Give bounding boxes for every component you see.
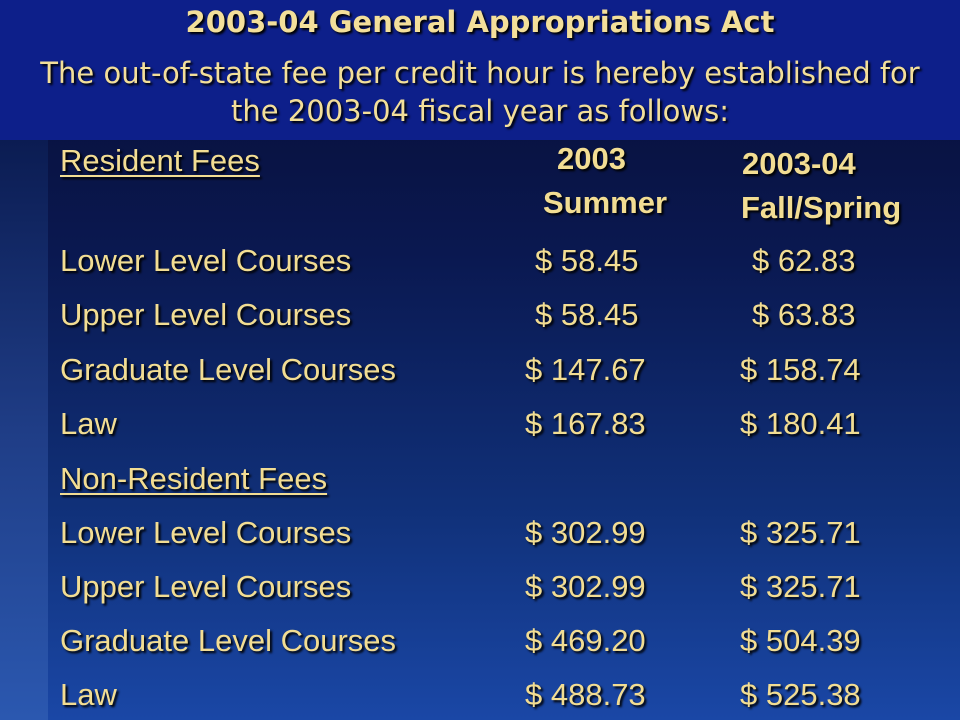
nonresident-row-summer-fee: $ 488.73 <box>525 677 646 712</box>
resident-row-fallspring-fee: $ 180.41 <box>740 406 861 441</box>
nonresident-row-fallspring-fee: $ 325.71 <box>740 569 861 604</box>
slide-subtitle: The out-of-state fee per credit hour is … <box>40 56 920 128</box>
slide-header: 2003-04 General Appropriations Act The o… <box>0 0 960 140</box>
resident-row-fallspring-fee: $ 62.83 <box>752 243 856 278</box>
resident-row-label: Lower Level Courses <box>60 243 352 278</box>
resident-row-summer-fee: $ 167.83 <box>525 406 646 441</box>
resident-row-summer-fee: $ 58.45 <box>535 297 639 332</box>
nonresident-row-summer-fee: $ 302.99 <box>525 569 646 604</box>
nonresident-row-summer-fee: $ 469.20 <box>525 623 646 658</box>
summer-col-header-term: Summer <box>543 185 668 220</box>
nonresident-row-label: Lower Level Courses <box>60 515 352 550</box>
summer-col-header-year: 2003 <box>557 141 626 176</box>
resident-row-fallspring-fee: $ 158.74 <box>740 352 861 387</box>
nonresident-row-label: Upper Level Courses <box>60 569 352 604</box>
resident-row-summer-fee: $ 147.67 <box>525 352 646 387</box>
resident-row-summer-fee: $ 58.45 <box>535 243 639 278</box>
resident-fees-heading: Resident Fees <box>60 143 260 178</box>
nonresident-row-label: Graduate Level Courses <box>60 623 397 658</box>
nonresident-row-fallspring-fee: $ 325.71 <box>740 515 861 550</box>
nonresident-fees-heading: Non-Resident Fees <box>60 461 328 496</box>
resident-row-label: Graduate Level Courses <box>60 352 397 387</box>
nonresident-row-fallspring-fee: $ 504.39 <box>740 623 861 658</box>
nonresident-row-summer-fee: $ 302.99 <box>525 515 646 550</box>
resident-row-label: Upper Level Courses <box>60 297 352 332</box>
nonresident-row-label: Law <box>60 677 117 712</box>
resident-row-label: Law <box>60 406 117 441</box>
fallspring-col-header-term: Fall/Spring <box>741 190 902 225</box>
slide-title: 2003-04 General Appropriations Act <box>185 5 775 39</box>
fallspring-col-header-year: 2003-04 <box>742 146 856 181</box>
nonresident-row-fallspring-fee: $ 525.38 <box>740 677 861 712</box>
resident-row-fallspring-fee: $ 63.83 <box>752 297 856 332</box>
left-accent-bar <box>0 140 48 720</box>
